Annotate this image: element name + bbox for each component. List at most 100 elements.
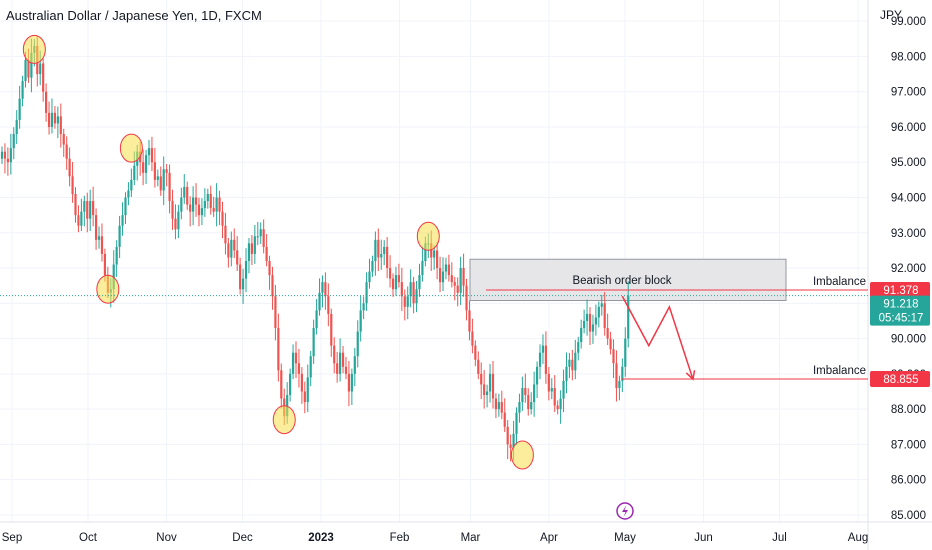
price-tag-current [870,295,930,326]
y-tick-label: 86.000 [891,475,926,487]
candle-body [0,151,4,159]
candle-body [477,359,480,374]
candle-body [421,261,424,276]
candle-body [491,373,495,399]
candle-body [336,363,339,374]
candle-body [380,253,383,258]
candle-body [424,243,427,261]
candle-body [441,271,445,283]
y-tick-label: 90.000 [891,334,926,346]
candle-body [103,253,106,276]
candle-body [147,148,151,156]
chart-title: Australian Dollar / Japanese Yen, 1D, FX… [6,8,262,23]
candle-body [547,373,550,392]
candle-body [438,268,442,283]
candle-body [118,225,121,247]
candle-body [45,91,48,113]
candle-body [471,331,474,346]
candle-body [356,331,359,357]
candle-body [50,112,54,127]
candle-body [94,215,98,240]
candle-body [27,59,30,78]
lightning-icon-glyph [622,505,628,517]
candle-body [544,345,547,374]
candle-body [153,162,156,180]
highlight-ellipse [22,34,46,64]
candle-body [133,165,136,180]
candle-body [250,243,253,254]
highlight-ellipse [416,221,440,251]
candle-body [406,296,409,307]
candle-body [6,158,9,163]
candle-body [374,239,377,261]
candle-body [521,387,524,403]
candle-body [594,317,597,325]
candle-body [368,271,371,283]
candle-body [230,239,233,258]
candle-body [280,370,283,399]
candle-body [603,303,606,329]
y-tick-label: 93.000 [891,228,926,240]
candle-body [488,373,492,392]
candle-body [624,338,627,367]
candle-body [194,197,198,205]
candle-body [538,352,542,367]
candle-body [341,352,345,367]
candle-body [294,352,298,364]
candle-body [447,264,450,276]
candle-body [177,211,180,230]
candle-body [394,275,398,290]
candle-body [321,282,324,293]
candle-body [183,186,186,198]
x-tick-label: Nov [156,532,177,544]
candle-body [297,363,301,374]
projection-path [621,295,694,380]
candle-body [386,246,389,269]
price-tag-current-text: 91.218 [883,299,918,311]
candle-body [583,320,586,329]
candle-body [89,201,92,219]
candle-body [494,398,498,410]
candle-body [409,282,412,297]
candle-body [524,387,527,396]
candle-body [80,211,83,226]
candle-body [400,282,403,297]
candle-body [350,373,353,392]
candle-body [189,204,192,212]
candle-body [92,201,95,216]
candle-body [130,179,133,191]
candle-body [618,380,621,388]
candle-body [530,402,533,410]
candle-body [474,345,477,360]
candle-body [585,313,589,321]
x-tick-label: Sep [2,532,22,544]
candle-body [444,264,448,272]
candle-body [53,112,57,124]
candle-body [497,402,500,410]
candle-body [339,352,342,374]
candle-body [65,144,68,159]
candle-body [192,197,195,212]
candle-body [241,278,245,290]
highlight-ellipse [272,405,296,435]
candle-body [224,225,227,244]
candle-body [236,250,239,265]
candle-body [21,81,24,99]
candle-body [74,193,77,216]
candle-body [377,239,380,258]
candle-body [588,313,592,332]
candle-body [144,155,148,173]
candle-body [550,387,553,392]
candle-body [577,342,580,353]
candle-body [486,391,489,396]
candle-body [309,356,312,378]
candle-body [535,366,539,385]
candle-body [127,190,130,198]
highlight-ellipse [510,440,534,470]
x-tick-label: Mar [461,532,481,544]
price-tag-imbalance-1 [870,281,930,298]
candle-body [556,405,559,410]
candle-body [244,261,248,279]
y-tick-label: 87.000 [891,439,926,451]
